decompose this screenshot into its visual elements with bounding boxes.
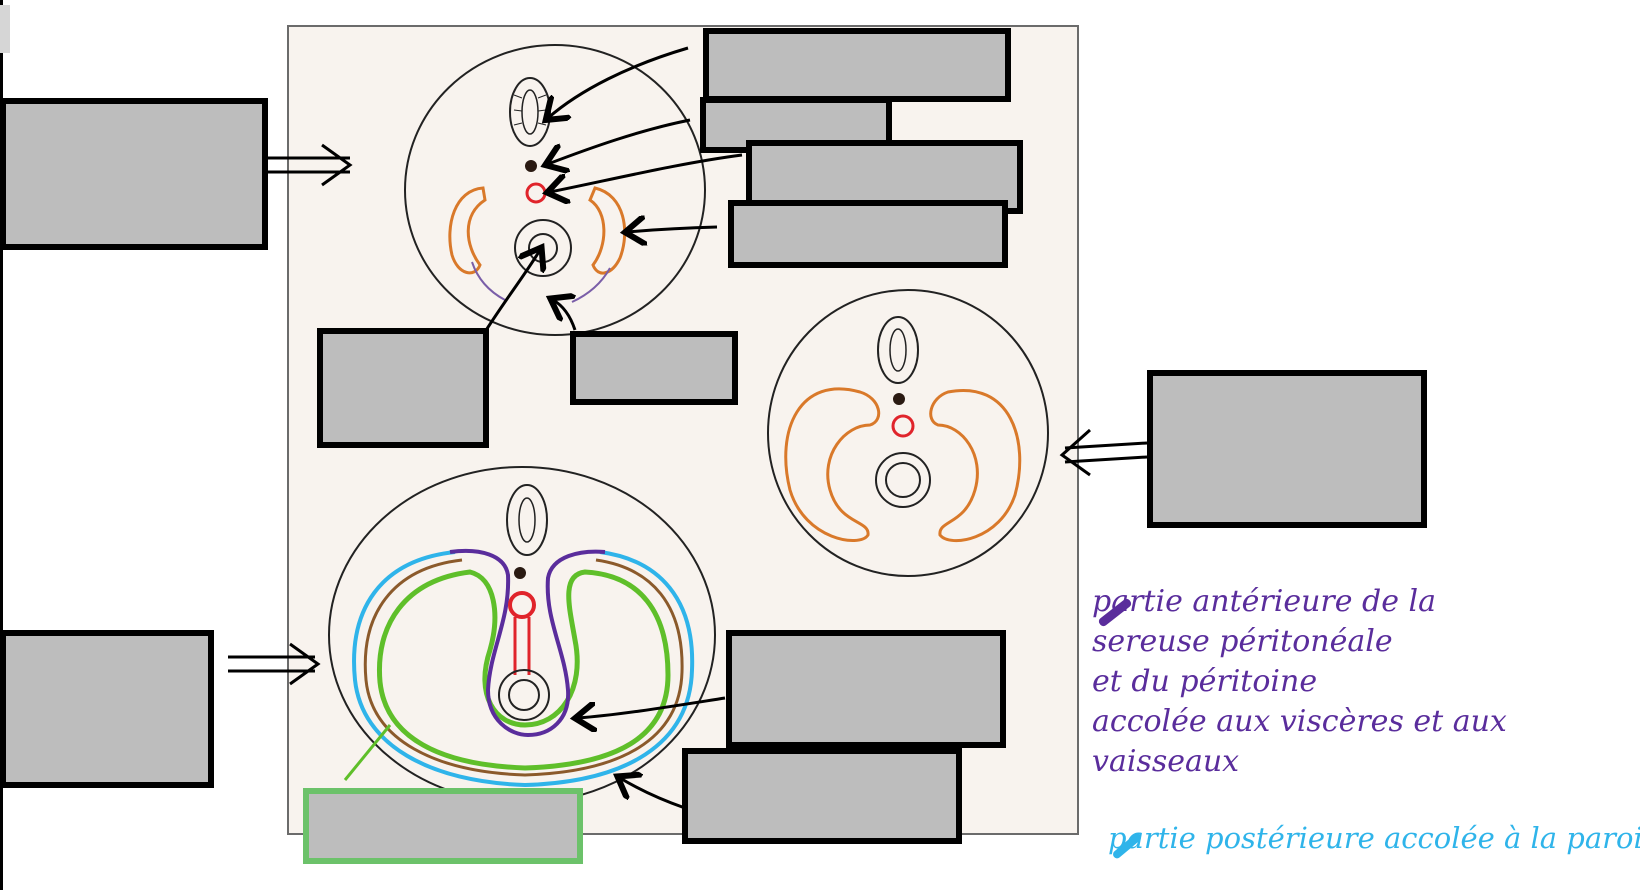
label-box-top-right-4[interactable] <box>728 200 1008 268</box>
gut-top <box>514 219 572 277</box>
gut-right <box>875 452 931 508</box>
coelom-left-top <box>448 186 487 275</box>
legend-parietal: partie postérieure accolée à la paroi <box>1108 821 1640 855</box>
label-box-bottom-right-1[interactable] <box>726 630 1006 748</box>
notochord-right <box>893 393 905 405</box>
legend-visceral: partie antérieure de la sereuse péritoné… <box>1092 582 1552 782</box>
aorta-bottom <box>508 591 536 619</box>
label-box-top-right-1[interactable] <box>703 28 1011 102</box>
neural-tube-right <box>877 316 919 384</box>
legend-visceral-line-5: vaisseaux <box>1092 744 1240 779</box>
page-tab-mark <box>0 5 10 53</box>
label-box-gut-top[interactable] <box>317 328 489 448</box>
neural-tube-bottom <box>506 484 548 556</box>
parietal-layer <box>352 550 695 788</box>
coelom-right-top <box>588 186 627 275</box>
legend-visceral-line-4: accolée aux viscères et aux <box>1092 704 1507 739</box>
label-box-left-bottom[interactable] <box>0 630 214 788</box>
notochord-top <box>525 160 537 172</box>
visceral-layer <box>449 548 606 738</box>
aorta-right <box>891 414 915 438</box>
section-top-outline <box>404 44 706 336</box>
coelom-left-right <box>784 387 881 542</box>
coelom-cavity <box>376 569 671 771</box>
label-box-green[interactable] <box>303 788 583 864</box>
legend-visceral-line-3: et du péritoine <box>1092 664 1318 699</box>
label-box-below-gut-top[interactable] <box>570 331 738 405</box>
gut-bottom <box>498 669 550 721</box>
legend-visceral-line-2: sereuse péritonéale <box>1092 624 1393 659</box>
aorta-top <box>525 182 547 204</box>
section-bottom <box>328 466 716 804</box>
label-box-bottom-right-2[interactable] <box>682 748 962 844</box>
label-box-right-section[interactable] <box>1147 370 1427 528</box>
green-pointer <box>343 724 392 781</box>
pointer-arrows <box>228 46 1148 810</box>
notochord-bottom <box>514 567 526 579</box>
neural-tube-top <box>509 77 551 147</box>
legend-visceral-line-1: partie antérieure de la <box>1092 584 1437 619</box>
page-left-edge <box>0 0 3 890</box>
section-right <box>767 289 1049 577</box>
coelom-right-right <box>929 389 1022 543</box>
section-right-outline <box>767 289 1049 577</box>
label-box-left-top[interactable] <box>0 98 268 250</box>
